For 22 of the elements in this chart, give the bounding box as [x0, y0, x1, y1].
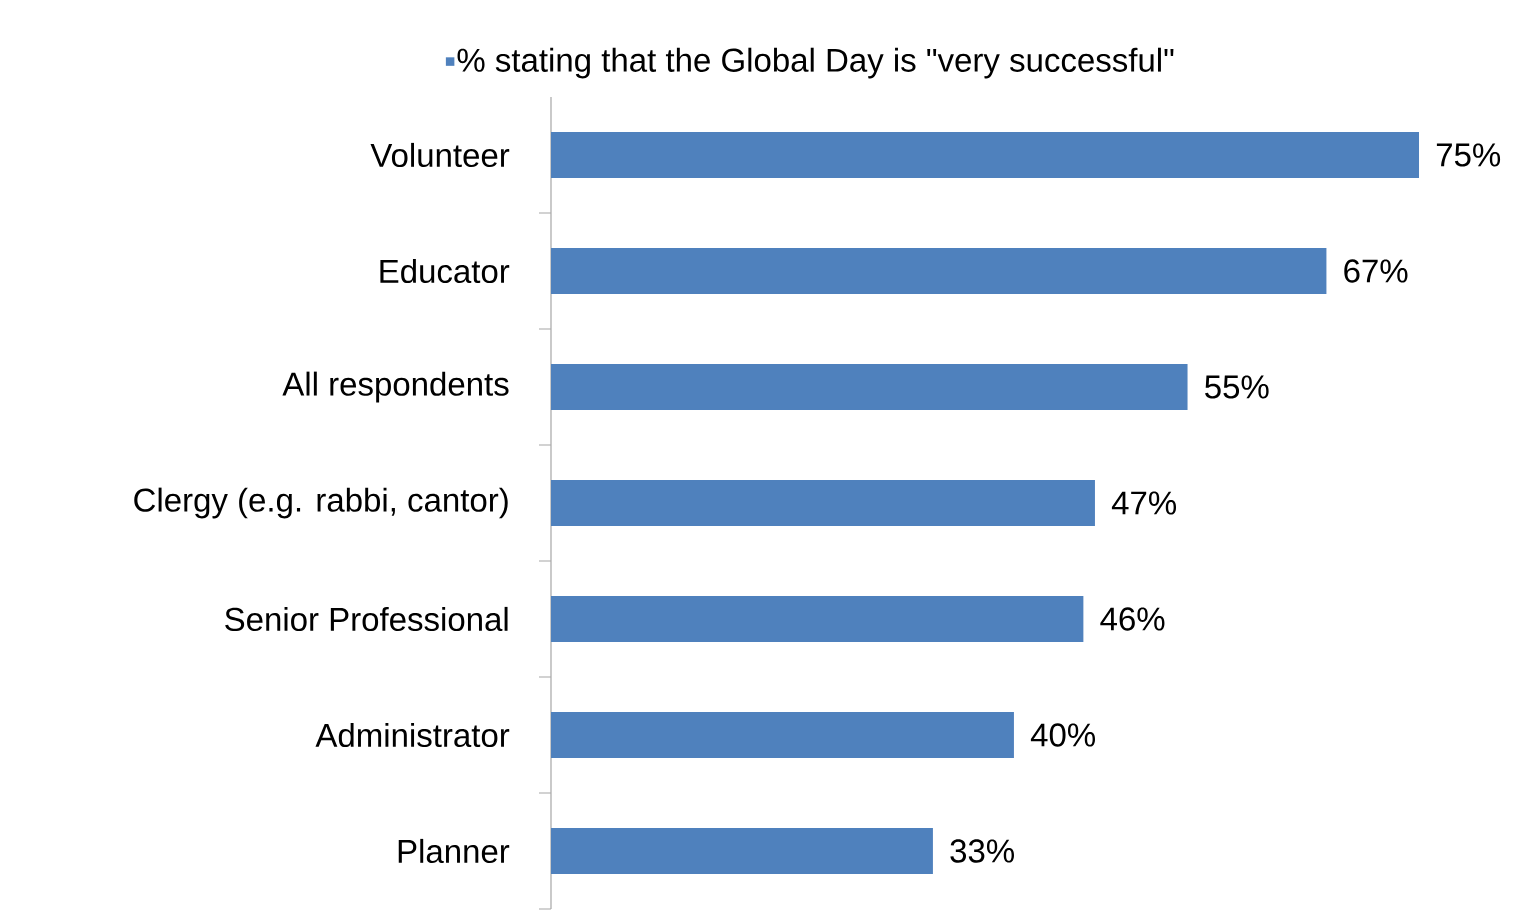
- y-tick-label: Senior Professional: [225, 606, 508, 632]
- bar: [551, 248, 1327, 294]
- legend-label: % stating that the Global Day is "very successful": [457, 47, 1174, 79]
- bar: [551, 596, 1084, 642]
- data-label: 47%: [1111, 491, 1177, 515]
- data-label: 46%: [1100, 607, 1165, 631]
- y-tick-label: Clergy (e.g. rabbi, cantor): [134, 487, 508, 519]
- y-tick-label: Administrator: [315, 722, 510, 748]
- y-tick-label: Educator: [380, 258, 510, 284]
- data-label: 33%: [950, 839, 1014, 863]
- bar: [551, 712, 1014, 758]
- bar: [551, 828, 933, 874]
- y-tick-label: All respondents: [282, 371, 509, 403]
- bar: [551, 480, 1095, 526]
- data-label: 55%: [1205, 375, 1269, 399]
- data-label: 40%: [1030, 723, 1095, 747]
- y-tick-label: Planner: [398, 838, 510, 864]
- bar: [551, 364, 1188, 410]
- y-tick-label: Volunteer: [370, 142, 510, 168]
- data-label: 75%: [1436, 143, 1501, 167]
- bar: [551, 132, 1420, 178]
- data-label: 67%: [1344, 259, 1408, 283]
